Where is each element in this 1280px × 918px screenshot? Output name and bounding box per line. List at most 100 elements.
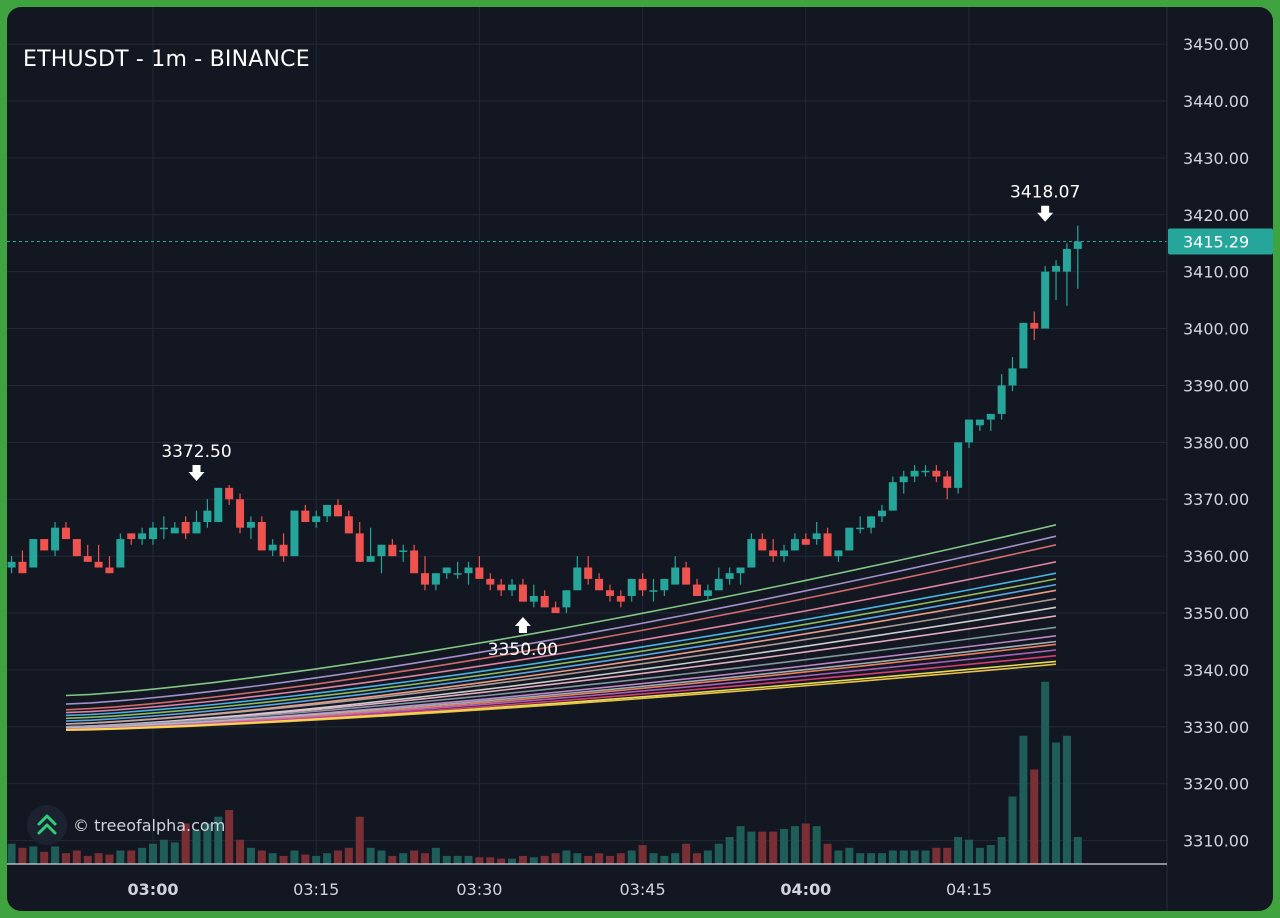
candle: [323, 504, 332, 522]
candle-body: [921, 470, 930, 473]
volume-bar: [301, 854, 310, 864]
volume-bar: [1008, 796, 1017, 864]
volume-bar: [910, 850, 919, 864]
ema-line: [65, 615, 1057, 728]
candle-body: [1008, 368, 1017, 386]
candle: [605, 584, 614, 602]
candle: [997, 374, 1006, 420]
time-tick-label: 03:00: [128, 880, 179, 899]
candle-body: [975, 419, 984, 426]
candle: [703, 584, 712, 602]
candle-body: [801, 539, 810, 545]
candle-body: [867, 516, 876, 528]
candle: [518, 578, 527, 602]
price-tick-label: 3390.00: [1183, 376, 1249, 395]
volume-bar: [344, 847, 353, 864]
annotation: 3350.00: [488, 617, 558, 660]
volume-bar: [758, 831, 767, 864]
candle: [29, 539, 38, 568]
ema-line: [65, 598, 1057, 725]
candle-body: [366, 556, 375, 562]
candle-body: [377, 544, 386, 557]
candle-body: [7, 561, 16, 568]
ema-line: [65, 583, 1057, 722]
candle: [540, 590, 549, 608]
candle-body: [170, 527, 179, 534]
candle-body: [442, 567, 451, 574]
volume-bar: [464, 855, 473, 864]
candle-body: [638, 578, 647, 591]
volume-bar: [257, 850, 266, 864]
candle-body: [877, 510, 886, 517]
price-tick-label: 3440.00: [1183, 92, 1249, 111]
time-tick-label: 04:00: [780, 880, 831, 899]
volume-bar: [333, 850, 342, 864]
candle: [225, 485, 234, 505]
price-axis[interactable]: 3450.00 3440.00 3430.00 3420.00 3410.00 3400.…: [1166, 7, 1273, 911]
volume-bar: [856, 853, 865, 864]
candle-body: [932, 470, 941, 477]
volume-bar: [442, 855, 451, 864]
candle: [616, 590, 625, 608]
candle-body: [1041, 271, 1050, 329]
price-tick-label: 3370.00: [1183, 490, 1249, 509]
candle-body: [312, 516, 321, 522]
volume-bar: [725, 837, 734, 864]
volume-bar: [159, 839, 168, 864]
candle-body: [693, 584, 701, 596]
candlestick-series[interactable]: [7, 225, 1082, 614]
volume-bar: [453, 855, 462, 864]
candle-body: [431, 573, 440, 585]
candle: [236, 493, 245, 534]
candle: [312, 510, 321, 528]
candle-body: [72, 539, 81, 557]
candle: [671, 556, 680, 585]
candle: [355, 522, 364, 562]
candle-body: [965, 419, 973, 443]
candle-body: [18, 561, 27, 574]
candle: [584, 556, 593, 585]
candle: [1062, 243, 1071, 306]
volume-bar: [975, 847, 984, 864]
candle: [932, 465, 941, 483]
time-tick-label: 03:30: [456, 880, 502, 899]
volume-bar: [138, 847, 147, 864]
volume-bar: [192, 830, 201, 864]
candle-body: [605, 590, 614, 596]
volume-bar: [954, 837, 963, 864]
annotation: 3372.50: [161, 442, 232, 482]
price-chart[interactable]: 3372.50 3350.00 3418.07 3450.00 3440.00 3430…: [7, 7, 1273, 911]
watermark: © treeofalpha.com: [27, 805, 225, 845]
volume-bar: [246, 847, 255, 864]
candle-body: [845, 527, 854, 551]
candle-body: [159, 527, 168, 530]
time-axis[interactable]: 03:00 03:15 03:30 03:45 04:00 04:15: [7, 863, 1167, 899]
price-tick-label: 3340.00: [1183, 661, 1249, 680]
volume-bar: [616, 853, 625, 864]
volume-bar: [638, 845, 647, 864]
volume-bar: [279, 855, 288, 864]
volume-bar: [801, 823, 810, 864]
candle: [388, 539, 397, 557]
candle: [660, 578, 669, 596]
annotation: 3418.07: [1010, 183, 1080, 222]
candle: [94, 544, 103, 568]
candle-body: [508, 584, 517, 591]
volume-bar: [693, 853, 701, 864]
candle-body: [834, 550, 843, 557]
volume-bar: [377, 850, 386, 864]
volume-bar: [627, 850, 636, 864]
candle-body: [997, 385, 1006, 414]
candle-body: [562, 590, 571, 608]
candle-body: [399, 550, 408, 552]
candle: [877, 504, 886, 522]
candle: [475, 556, 484, 579]
candle-body: [758, 539, 767, 551]
annotation-label: 3418.07: [1010, 183, 1080, 203]
candle: [508, 578, 517, 596]
volume-bar: [399, 853, 408, 864]
candle-body: [257, 522, 266, 551]
price-tick-label: 3360.00: [1183, 547, 1249, 566]
watermark-text: © treeofalpha.com: [73, 815, 226, 835]
candle-body: [105, 567, 114, 574]
